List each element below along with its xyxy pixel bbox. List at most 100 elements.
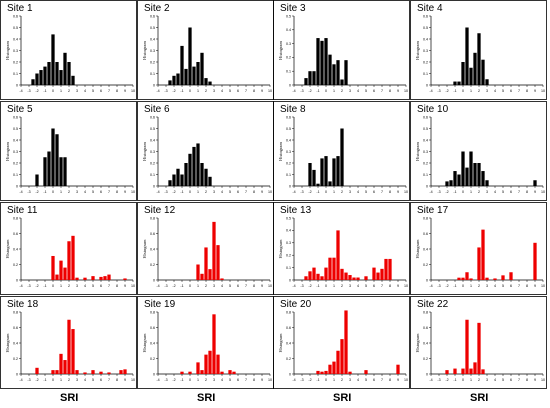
y-tick-label: 0.5 — [13, 127, 18, 131]
histogram-bar — [477, 163, 481, 186]
histogram-bar — [67, 319, 71, 374]
y-tick-label: 0.3 — [423, 150, 428, 154]
x-tick-label: -3 — [27, 284, 30, 288]
x-tick-label: 4 — [357, 190, 359, 194]
x-tick-label: 1 — [197, 284, 199, 288]
x-tick-label: 10 — [404, 378, 408, 382]
histogram-panel: -4 -3 -2 -1 0 1 2 3 4 5 6 7 8 9 10 0 0.1 0.2 0.3 0.4 0.5 0.6 H… — [137, 101, 274, 201]
y-tick-label: 0.6 — [13, 232, 18, 236]
x-tick-label: 2 — [478, 378, 480, 382]
x-tick-label: 3 — [76, 89, 78, 93]
histogram-bar — [196, 362, 200, 374]
x-tick-label: -2 — [308, 284, 311, 288]
y-tick-label: 0.5 — [423, 127, 428, 131]
histogram-bar — [332, 64, 336, 85]
histogram-bar — [232, 371, 236, 374]
x-tick-label: 5 — [365, 284, 367, 288]
histogram-bar — [465, 167, 469, 186]
x-tick-label: 9 — [397, 378, 399, 382]
x-tick-label: 2 — [341, 89, 343, 93]
y-tick-label: 0.1 — [286, 70, 291, 74]
histogram-bar — [59, 260, 63, 280]
y-tick-label: 0.1 — [150, 173, 155, 177]
histogram-bar — [55, 134, 59, 186]
x-tick-label: 6 — [237, 378, 239, 382]
y-tick-label: 0.4 — [13, 37, 18, 41]
y-tick-label: 0.5 — [150, 26, 155, 30]
y-tick-label: 0.4 — [13, 341, 18, 345]
x-tick-label: -4 — [292, 89, 295, 93]
histogram-bar — [184, 68, 188, 85]
x-tick-label: 7 — [245, 190, 247, 194]
histogram-bar — [204, 247, 208, 280]
histogram-bar — [501, 275, 505, 280]
x-tick-label: 3 — [486, 378, 488, 382]
y-axis-label: Histogram — [5, 239, 10, 258]
histogram-panel: -4 -3 -2 -1 0 1 2 3 4 5 6 7 8 9 10 0 0.1 0.2 0.3 0.4 0.5 0.6 H… — [273, 101, 410, 201]
y-tick-label: 0.4 — [13, 247, 18, 251]
panel-frame — [273, 101, 410, 201]
x-tick-label: -2 — [35, 378, 38, 382]
x-tick-label: 4 — [84, 378, 86, 382]
y-tick-label: 0.6 — [150, 14, 155, 18]
x-tick-label: 10 — [541, 284, 545, 288]
x-tick-label: 0 — [52, 284, 54, 288]
x-tick-label: -3 — [437, 378, 440, 382]
x-tick-label: 0 — [189, 284, 191, 288]
histogram-bar — [107, 274, 111, 280]
histogram-bar — [212, 314, 216, 374]
x-tick-label: -2 — [35, 190, 38, 194]
x-tick-label: 6 — [373, 89, 375, 93]
y-tick-label: 0.4 — [150, 341, 155, 345]
histogram-bar — [200, 52, 204, 85]
histogram-bar — [320, 276, 324, 280]
histogram-bar — [469, 278, 473, 280]
x-tick-label: 7 — [245, 89, 247, 93]
x-tick-label: 10 — [541, 89, 545, 93]
y-tick-label: 0.4 — [286, 229, 291, 233]
histogram-svg: -4 -3 -2 -1 0 1 2 3 4 5 6 7 8 9 10 0 0.1 0.2 0.3 0.4 0.5 0.6 H… — [410, 101, 547, 201]
x-tick-label: 8 — [253, 89, 255, 93]
histogram-bar — [481, 229, 485, 280]
x-tick-label: 2 — [205, 284, 207, 288]
histogram-panel: -4 -3 -2 -1 0 1 2 3 4 5 6 7 8 9 10 0 0.1 0.2 0.3 0.4 0.5 Hist… — [273, 202, 410, 295]
histogram-bar — [340, 128, 344, 186]
x-tick-label: -3 — [27, 378, 30, 382]
histogram-panel: -4 -3 -2 -1 0 1 2 3 4 5 6 7 8 9 10 0 0.1 0.2 0.3 0.4 0.5 0.6 H… — [410, 101, 547, 201]
histogram-bar — [123, 278, 127, 280]
histogram-panel: -4 -3 -2 -1 0 1 2 3 4 5 6 7 8 9 10 0 0.1 0.2 0.3 0.4 0.5 0.6 H… — [0, 0, 137, 100]
x-tick-label: -2 — [172, 190, 175, 194]
y-tick-label: 0 — [289, 278, 291, 282]
y-tick-label: 0.2 — [286, 357, 291, 361]
x-tick-label: 6 — [510, 284, 512, 288]
x-tick-label: 10 — [268, 284, 272, 288]
x-tick-label: -4 — [19, 378, 22, 382]
histogram-bar — [196, 143, 200, 186]
histogram-bar — [328, 257, 332, 280]
x-tick-label: -1 — [453, 378, 456, 382]
histogram-panel: -4 -3 -2 -1 0 1 2 3 4 5 6 7 8 9 10 0 0.1 0.2 0.3 0.4 0.5 0.6 H… — [0, 101, 137, 201]
histogram-bar — [469, 368, 473, 374]
x-tick-label: 0 — [325, 89, 327, 93]
x-tick-label: 3 — [76, 190, 78, 194]
histogram-bar — [316, 370, 320, 374]
y-tick-label: 0 — [16, 184, 18, 188]
histogram-bar — [485, 277, 489, 280]
panel-frame — [273, 0, 410, 100]
histogram-svg: -4 -3 -2 -1 0 1 2 3 4 5 6 7 8 9 10 0 0.2 0.4 0.6 0.8 Histogr… — [273, 296, 410, 389]
x-tick-label: 3 — [213, 378, 215, 382]
site-title: Site 13 — [280, 205, 312, 216]
x-tick-label: 8 — [526, 284, 528, 288]
histogram-bar — [356, 277, 360, 280]
y-tick-label: 0 — [426, 184, 428, 188]
histogram-bar — [200, 163, 204, 186]
y-tick-label: 0.2 — [286, 254, 291, 258]
x-tick-label: 10 — [268, 190, 272, 194]
x-tick-label: -3 — [300, 284, 303, 288]
site-title: Site 18 — [7, 299, 39, 310]
x-tick-label: 3 — [76, 284, 78, 288]
x-tick-label: 5 — [365, 190, 367, 194]
histogram-bar — [449, 180, 453, 186]
x-tick-label: 4 — [84, 284, 86, 288]
